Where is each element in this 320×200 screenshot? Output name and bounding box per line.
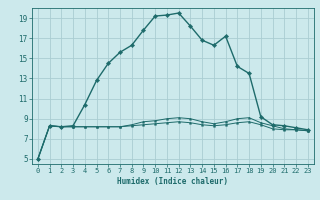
X-axis label: Humidex (Indice chaleur): Humidex (Indice chaleur): [117, 177, 228, 186]
